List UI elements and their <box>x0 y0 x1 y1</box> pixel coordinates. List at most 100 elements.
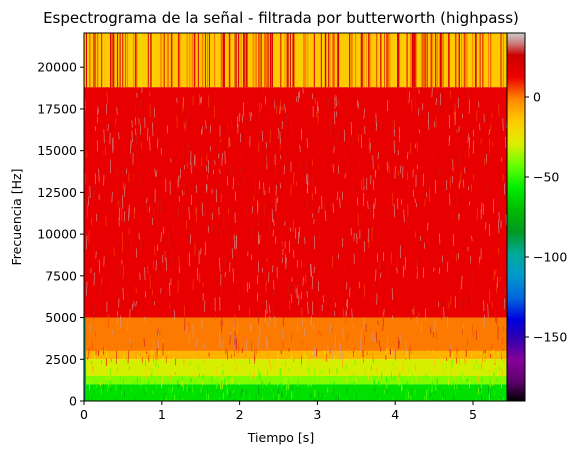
spectrogram-streak <box>221 152 223 167</box>
spectrogram-streak <box>398 340 400 348</box>
spectrogram-streak <box>154 168 156 177</box>
spectrogram-streak <box>201 202 204 217</box>
spectrogram-streak <box>227 207 230 215</box>
spectrogram-streak <box>416 316 418 327</box>
spectrogram-streak <box>265 141 268 149</box>
spectrogram-streak <box>169 302 171 315</box>
spectrogram-streak <box>418 108 420 116</box>
colorbar-frame <box>506 32 526 402</box>
x-tick-label: 0 <box>80 407 88 422</box>
spectrogram-streak <box>346 298 348 307</box>
spectrogram-streak <box>269 216 271 231</box>
spectrogram-streak <box>302 276 304 286</box>
spectrogram-streak <box>146 197 148 204</box>
spectrogram-streak <box>219 340 221 348</box>
spectrogram-streak <box>498 219 500 234</box>
x-tick-label: 4 <box>391 407 399 422</box>
spectrogram-streak <box>304 274 307 284</box>
spectrogram-streak <box>363 284 366 297</box>
y-tick-label: 12500 <box>37 185 77 200</box>
spectrogram-streak <box>348 348 351 356</box>
spectrogram-streak <box>138 118 140 125</box>
y-tick-label: 10000 <box>37 227 77 242</box>
spectrogram-streak <box>367 201 369 210</box>
colorbar-gradient <box>507 33 525 401</box>
spectrogram-streak <box>414 198 416 204</box>
spectrogram-streak <box>166 125 169 134</box>
spectrogram-streak <box>182 190 184 196</box>
spectrogram-streak <box>505 259 507 274</box>
spectrogram-streak <box>472 325 474 338</box>
spectrogram-streak <box>399 166 402 174</box>
spectrogram-streak <box>130 140 132 154</box>
spectrogram-streak <box>285 257 287 269</box>
x-tick-label: 5 <box>469 407 477 422</box>
spectrogram-streak <box>377 152 379 160</box>
spectrogram-streak <box>157 328 159 336</box>
spectrogram-streak <box>220 321 222 333</box>
spectrogram-streak <box>292 219 294 232</box>
spectrogram-streak <box>333 111 336 125</box>
spectrogram-streak <box>129 338 131 344</box>
spectrogram-streak <box>140 100 142 109</box>
spectrogram-band <box>84 375 508 385</box>
spectrogram-streak <box>418 128 421 134</box>
spectrogram-streak <box>274 168 276 180</box>
spectrogram-streak <box>147 265 149 274</box>
y-tick-label: 7500 <box>45 268 77 283</box>
spectrogram-streak <box>333 146 335 153</box>
spectrogram-streak <box>294 227 297 239</box>
spectrogram-streak <box>249 112 251 121</box>
spectrogram-streak <box>85 281 88 296</box>
spectrogram-streak <box>199 97 201 105</box>
spectrogram-streak <box>149 136 151 151</box>
spectrogram-streak <box>394 166 396 179</box>
spectrogram-streak <box>97 106 99 116</box>
spectrogram-streak <box>250 112 253 117</box>
x-tick-label: 2 <box>236 407 244 422</box>
spectrogram-band <box>84 384 508 401</box>
spectrogram-streak <box>229 334 231 345</box>
spectrogram-streak <box>118 132 120 140</box>
spectrogram-streak <box>450 295 452 305</box>
spectrogram-streak <box>106 90 108 104</box>
spectrogram-texture <box>84 33 508 401</box>
y-tick-label: 2500 <box>45 352 77 367</box>
spectrogram-streak <box>284 108 286 113</box>
spectrogram-streak <box>119 315 122 328</box>
spectrogram-streak <box>206 165 208 172</box>
spectrogram-streak <box>87 195 90 206</box>
spectrogram-streak <box>155 260 157 272</box>
spectrogram-streak <box>95 251 97 259</box>
spectrogram-streak <box>351 308 353 318</box>
spectrogram-streak <box>182 97 185 109</box>
spectrogram-streak <box>446 261 449 272</box>
spectrogram-streak <box>242 279 245 294</box>
spectrogram-streak <box>335 94 337 107</box>
spectrogram-streak <box>313 219 315 225</box>
spectrogram-streak <box>232 268 234 283</box>
spectrogram-streak <box>186 324 188 334</box>
spectrogram-streak <box>342 308 344 317</box>
spectrogram-streak <box>339 197 341 208</box>
spectrogram-streak <box>228 136 230 149</box>
spectrogram-streak <box>229 163 231 176</box>
spectrogram-streak <box>458 126 460 133</box>
spectrogram-streak <box>148 206 151 213</box>
spectrogram-streak <box>236 323 239 335</box>
spectrogram-streak <box>147 127 149 141</box>
spectrogram-streak <box>105 125 107 130</box>
spectrogram-streak <box>86 235 88 250</box>
spectrogram-streak <box>464 167 466 174</box>
spectrogram-streak <box>96 116 99 124</box>
colorbar-ticks: 0 −50 −100 −150 <box>525 90 567 345</box>
spectrogram-band <box>84 350 508 360</box>
spectrogram-streak <box>315 263 317 269</box>
spectrogram-streak <box>369 205 372 216</box>
spectrogram-streak <box>299 144 301 153</box>
spectrogram-streak <box>134 105 137 113</box>
spectrogram-streak <box>334 344 336 355</box>
onset-edge <box>84 317 86 401</box>
spectrogram-streak <box>173 309 176 321</box>
